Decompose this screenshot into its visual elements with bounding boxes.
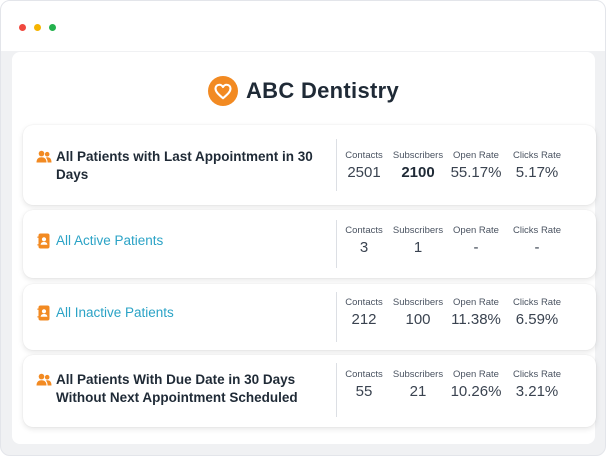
subscribers-label: Subscribers [392, 225, 444, 236]
open-rate-label: Open Rate [453, 225, 499, 236]
contacts-stat: Contacts 55 [340, 369, 388, 400]
open-rate-stat: Open Rate - [448, 225, 504, 256]
contact-card-icon [36, 233, 52, 249]
open-rate-value: 10.26% [450, 383, 502, 400]
divider [336, 220, 337, 268]
clicks-rate-label: Clicks Rate [512, 150, 562, 161]
clicks-rate-stat: Clicks Rate 5.17% [507, 150, 567, 181]
contacts-stat: Contacts 2501 [340, 150, 388, 181]
segment-name[interactable]: All Patients With Due Date in 30 Days Wi… [56, 372, 298, 405]
title-bar [1, 1, 605, 51]
segment-name[interactable]: All Patients with Last Appointment in 30… [56, 149, 313, 182]
segment-card[interactable]: All Active Patients Contacts 3 Subscribe… [23, 210, 596, 278]
subscribers-label: Subscribers [392, 150, 444, 161]
open-rate-stat: Open Rate 11.38% [448, 297, 504, 328]
subscribers-value: 2100 [401, 164, 435, 181]
divider [336, 363, 337, 417]
maximize-window-button[interactable] [49, 24, 56, 31]
segment-name[interactable]: All Active Patients [56, 233, 164, 248]
clicks-rate-value: 3.21% [515, 383, 559, 400]
segments-panel: ABC Dentistry All Patients with Last App… [12, 52, 596, 444]
segment-name[interactable]: All Inactive Patients [56, 305, 174, 320]
contacts-value: 212 [351, 311, 377, 328]
contacts-label: Contacts [345, 297, 383, 308]
clicks-rate-value: 5.17% [515, 164, 559, 181]
brand-header: ABC Dentistry [12, 74, 595, 108]
clicks-rate-label: Clicks Rate [512, 369, 562, 380]
subscribers-stat: Subscribers 21 [391, 369, 445, 400]
open-rate-label: Open Rate [453, 297, 499, 308]
clicks-rate-value: - [534, 239, 540, 256]
contact-card-icon [36, 305, 52, 321]
brand-name: ABC Dentistry [245, 78, 400, 103]
subscribers-stat: Subscribers 1 [391, 225, 445, 256]
segment-card[interactable]: All Patients With Due Date in 30 Days Wi… [23, 355, 596, 427]
subscribers-value: 100 [405, 311, 431, 328]
subscribers-label: Subscribers [392, 369, 444, 380]
contacts-label: Contacts [345, 369, 383, 380]
open-rate-value: 55.17% [450, 164, 502, 181]
segment-card[interactable]: All Inactive Patients Contacts 212 Subsc… [23, 284, 596, 350]
contacts-value: 3 [359, 239, 369, 256]
heart-icon [207, 76, 238, 106]
clicks-rate-stat: Clicks Rate 6.59% [507, 297, 567, 328]
open-rate-stat: Open Rate 55.17% [448, 150, 504, 181]
subscribers-stat: Subscribers 100 [391, 297, 445, 328]
subscribers-value: 1 [413, 239, 423, 256]
clicks-rate-stat: Clicks Rate - [507, 225, 567, 256]
segment-card[interactable]: All Patients with Last Appointment in 30… [23, 125, 596, 205]
users-icon [36, 149, 52, 165]
contacts-value: 2501 [347, 164, 381, 181]
clicks-rate-label: Clicks Rate [512, 225, 562, 236]
open-rate-label: Open Rate [453, 369, 499, 380]
open-rate-stat: Open Rate 10.26% [448, 369, 504, 400]
contacts-stat: Contacts 212 [340, 297, 388, 328]
users-icon [36, 372, 52, 388]
contacts-stat: Contacts 3 [340, 225, 388, 256]
contacts-label: Contacts [345, 225, 383, 236]
clicks-rate-label: Clicks Rate [512, 297, 562, 308]
close-window-button[interactable] [19, 24, 26, 31]
open-rate-label: Open Rate [453, 150, 499, 161]
subscribers-stat: Subscribers 2100 [391, 150, 445, 181]
open-rate-value: - [473, 239, 479, 256]
divider [336, 292, 337, 342]
subscribers-label: Subscribers [392, 297, 444, 308]
clicks-rate-value: 6.59% [515, 311, 559, 328]
subscribers-value: 21 [409, 383, 427, 400]
contacts-value: 55 [355, 383, 373, 400]
divider [336, 139, 337, 191]
contacts-label: Contacts [345, 150, 383, 161]
open-rate-value: 11.38% [451, 311, 501, 328]
minimize-window-button[interactable] [34, 24, 41, 31]
clicks-rate-stat: Clicks Rate 3.21% [507, 369, 567, 400]
